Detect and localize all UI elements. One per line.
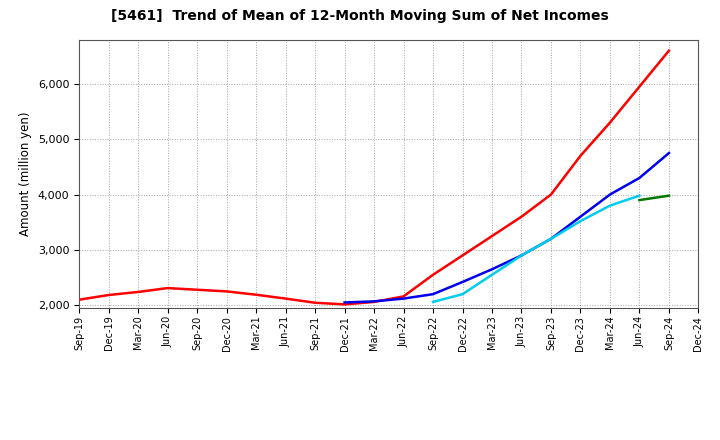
- 5 Years: [606, 192, 614, 197]
- 7 Years: [487, 272, 496, 278]
- 3 Years: [282, 296, 290, 301]
- 3 Years: [665, 48, 673, 53]
- 3 Years: [635, 84, 644, 89]
- 3 Years: [458, 253, 467, 258]
- 5 Years: [576, 214, 585, 219]
- 5 Years: [665, 150, 673, 156]
- 7 Years: [576, 219, 585, 224]
- 3 Years: [193, 287, 202, 292]
- 3 Years: [576, 153, 585, 158]
- Line: 10 Years: 10 Years: [639, 196, 669, 200]
- 7 Years: [606, 203, 614, 208]
- 5 Years: [428, 292, 437, 297]
- Line: 7 Years: 7 Years: [433, 196, 639, 302]
- 3 Years: [104, 292, 113, 297]
- 3 Years: [134, 290, 143, 295]
- 7 Years: [458, 292, 467, 297]
- 5 Years: [546, 236, 555, 242]
- 5 Years: [399, 296, 408, 301]
- 3 Years: [222, 289, 231, 294]
- 7 Years: [635, 193, 644, 198]
- 3 Years: [428, 272, 437, 278]
- 3 Years: [370, 299, 379, 304]
- 5 Years: [458, 279, 467, 285]
- 5 Years: [341, 300, 349, 305]
- 7 Years: [428, 299, 437, 304]
- 3 Years: [311, 300, 320, 305]
- 5 Years: [635, 175, 644, 180]
- 10 Years: [665, 193, 673, 198]
- 3 Years: [546, 192, 555, 197]
- 3 Years: [399, 294, 408, 299]
- 5 Years: [487, 267, 496, 272]
- Line: 3 Years: 3 Years: [79, 51, 669, 304]
- 5 Years: [370, 299, 379, 304]
- 7 Years: [546, 236, 555, 242]
- Text: [5461]  Trend of Mean of 12-Month Moving Sum of Net Incomes: [5461] Trend of Mean of 12-Month Moving …: [111, 9, 609, 23]
- Y-axis label: Amount (million yen): Amount (million yen): [19, 112, 32, 236]
- 5 Years: [517, 253, 526, 258]
- 3 Years: [606, 120, 614, 125]
- 3 Years: [163, 286, 172, 291]
- 3 Years: [517, 214, 526, 219]
- 3 Years: [341, 302, 349, 307]
- 10 Years: [635, 198, 644, 203]
- 3 Years: [252, 292, 261, 297]
- Line: 5 Years: 5 Years: [345, 153, 669, 302]
- 3 Years: [487, 233, 496, 238]
- 3 Years: [75, 297, 84, 302]
- 7 Years: [517, 253, 526, 258]
